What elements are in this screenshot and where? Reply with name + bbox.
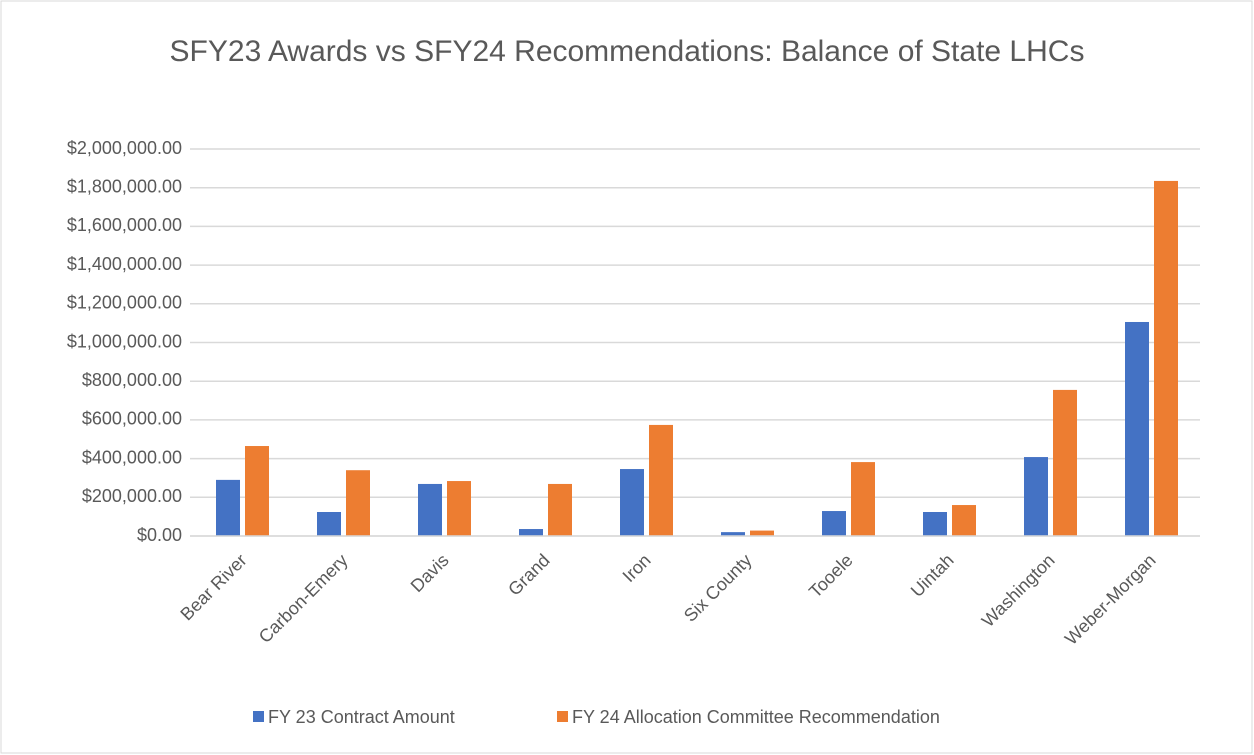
bar [750,530,774,536]
y-tick-label: $800,000.00 [82,370,182,390]
legend-swatch [253,711,264,722]
y-tick-label: $2,000,000.00 [67,138,182,158]
bar [721,532,745,536]
bar [216,479,240,536]
bar [952,505,976,536]
bar [1125,321,1149,536]
bar [519,529,543,536]
y-tick-label: $1,200,000.00 [67,293,182,313]
legend-swatch [557,711,568,722]
legend-label: FY 23 Contract Amount [268,707,455,727]
y-tick-label: $400,000.00 [82,447,182,467]
legend-label: FY 24 Allocation Committee Recommendatio… [572,707,940,727]
y-tick-label: $0.00 [137,525,182,545]
y-tick-label: $200,000.00 [82,486,182,506]
y-tick-label: $1,600,000.00 [67,215,182,235]
bar [1053,389,1077,536]
bar [245,446,269,536]
y-tick-label: $1,800,000.00 [67,176,182,196]
bar [851,462,875,536]
bar [317,512,341,536]
bar [620,469,644,536]
bar [649,424,673,536]
y-tick-label: $1,400,000.00 [67,254,182,274]
bar [923,512,947,536]
y-tick-label: $1,000,000.00 [67,331,182,351]
y-tick-label: $600,000.00 [82,409,182,429]
bar [1154,180,1178,537]
bar [548,483,572,536]
bar [447,481,471,536]
bar [822,511,846,536]
bar [346,470,370,536]
bar [418,483,442,536]
chart-title: SFY23 Awards vs SFY24 Recommendations: B… [169,35,1085,68]
bar [1024,457,1048,536]
